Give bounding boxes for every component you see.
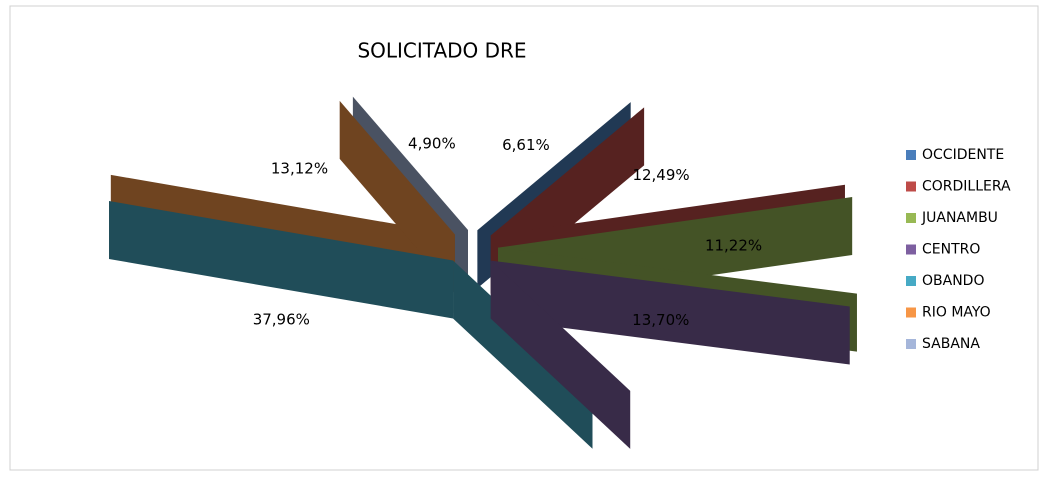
slice-side-wall: [490, 260, 850, 365]
slice-side-wall: [490, 260, 631, 449]
data-label: 4,90%: [408, 135, 456, 153]
slice: [497, 196, 853, 248]
slice-side-wall: [109, 201, 454, 319]
slice-outer-wall: [630, 306, 850, 449]
data-label: 37,96%: [253, 310, 310, 328]
legend-swatch: [906, 244, 916, 255]
slice: 13,70%: [490, 260, 850, 449]
legend-swatch: [906, 307, 916, 318]
data-label: 13,12%: [271, 160, 328, 178]
legend-label: CENTRO: [922, 242, 980, 258]
legend-label: CORDILLERA: [922, 179, 1011, 195]
legend-label: OCCIDENTE: [922, 147, 1004, 163]
legend-swatch: [906, 276, 916, 286]
slice: [490, 107, 645, 236]
data-label: 6,61%: [502, 136, 550, 154]
legend-swatch: [906, 181, 916, 192]
slice: [490, 260, 850, 307]
slice: [352, 96, 469, 231]
slice-side-wall: [339, 100, 455, 293]
data-label: 11,22%: [705, 237, 762, 255]
data-label: 13,70%: [632, 311, 689, 329]
legend-label: OBANDO: [922, 273, 984, 289]
legend-label: SABANA: [922, 336, 980, 352]
legend-swatch: [906, 213, 916, 223]
legend-label: JUANAMBU: [921, 210, 998, 226]
legend-swatch: [906, 150, 916, 160]
slice-side-wall: [453, 260, 593, 449]
chart-title: SOLICITADO DRE: [357, 39, 526, 63]
legend-label: RIO MAYO: [922, 305, 991, 321]
legend-swatch: [906, 339, 916, 349]
data-label: 12,49%: [632, 166, 689, 184]
